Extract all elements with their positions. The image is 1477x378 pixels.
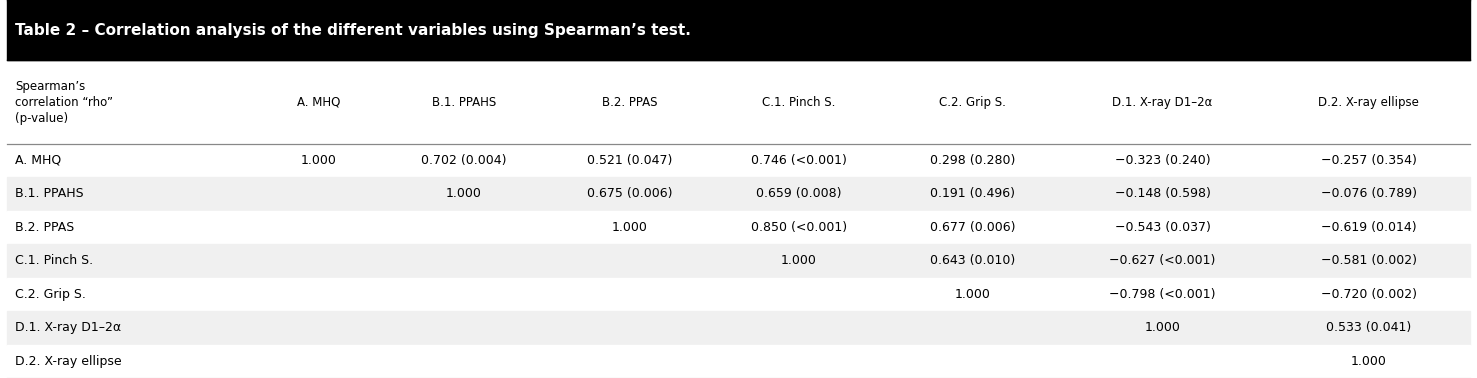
Text: −0.543 (0.037): −0.543 (0.037) <box>1115 221 1211 234</box>
Bar <box>7 277 1470 311</box>
Text: 1.000: 1.000 <box>954 288 991 301</box>
Bar <box>7 144 1470 177</box>
Text: B.2. PPAS: B.2. PPAS <box>601 96 657 108</box>
Text: −0.798 (<0.001): −0.798 (<0.001) <box>1109 288 1216 301</box>
Text: Spearman’s
correlation “rho”
(p-value): Spearman’s correlation “rho” (p-value) <box>15 79 112 125</box>
Text: C.1. Pinch S.: C.1. Pinch S. <box>762 96 836 108</box>
Bar <box>7 0 1470 60</box>
Bar <box>7 211 1470 244</box>
Text: Table 2 – Correlation analysis of the different variables using Spearman’s test.: Table 2 – Correlation analysis of the di… <box>15 23 691 38</box>
Text: C.1. Pinch S.: C.1. Pinch S. <box>15 254 93 267</box>
Text: D.2. X-ray ellipse: D.2. X-ray ellipse <box>1317 96 1419 108</box>
Text: 1.000: 1.000 <box>300 154 337 167</box>
Bar <box>7 60 1470 144</box>
Text: 1.000: 1.000 <box>1350 355 1387 368</box>
Text: 1.000: 1.000 <box>1145 321 1180 334</box>
Text: 1.000: 1.000 <box>611 221 647 234</box>
Text: −0.257 (0.354): −0.257 (0.354) <box>1320 154 1416 167</box>
Text: 0.675 (0.006): 0.675 (0.006) <box>586 187 672 200</box>
Text: D.2. X-ray ellipse: D.2. X-ray ellipse <box>15 355 121 368</box>
Text: 0.677 (0.006): 0.677 (0.006) <box>931 221 1016 234</box>
Text: 1.000: 1.000 <box>446 187 482 200</box>
Text: −0.619 (0.014): −0.619 (0.014) <box>1320 221 1416 234</box>
Text: C.2. Grip S.: C.2. Grip S. <box>939 96 1006 108</box>
Text: B.2. PPAS: B.2. PPAS <box>15 221 74 234</box>
Text: 0.521 (0.047): 0.521 (0.047) <box>586 154 672 167</box>
Text: 0.298 (0.280): 0.298 (0.280) <box>931 154 1016 167</box>
Text: 0.533 (0.041): 0.533 (0.041) <box>1326 321 1411 334</box>
Text: B.1. PPAHS: B.1. PPAHS <box>431 96 496 108</box>
Text: 1.000: 1.000 <box>781 254 817 267</box>
Text: −0.076 (0.789): −0.076 (0.789) <box>1320 187 1416 200</box>
Text: B.1. PPAHS: B.1. PPAHS <box>15 187 83 200</box>
Text: −0.148 (0.598): −0.148 (0.598) <box>1115 187 1211 200</box>
Text: A. MHQ: A. MHQ <box>297 96 340 108</box>
Text: −0.323 (0.240): −0.323 (0.240) <box>1115 154 1211 167</box>
Bar <box>7 177 1470 211</box>
Text: 0.746 (<0.001): 0.746 (<0.001) <box>752 154 846 167</box>
Text: 0.659 (0.008): 0.659 (0.008) <box>756 187 842 200</box>
Text: A. MHQ: A. MHQ <box>15 154 61 167</box>
Text: −0.627 (<0.001): −0.627 (<0.001) <box>1109 254 1216 267</box>
Bar <box>7 311 1470 344</box>
Text: D.1. X-ray D1–2α: D.1. X-ray D1–2α <box>1112 96 1213 108</box>
Text: 0.850 (<0.001): 0.850 (<0.001) <box>750 221 848 234</box>
Bar <box>7 344 1470 378</box>
Bar <box>7 244 1470 277</box>
Text: 0.191 (0.496): 0.191 (0.496) <box>931 187 1015 200</box>
Text: −0.581 (0.002): −0.581 (0.002) <box>1320 254 1416 267</box>
Text: C.2. Grip S.: C.2. Grip S. <box>15 288 86 301</box>
Text: 0.702 (0.004): 0.702 (0.004) <box>421 154 507 167</box>
Text: 0.643 (0.010): 0.643 (0.010) <box>931 254 1015 267</box>
Text: D.1. X-ray D1–2α: D.1. X-ray D1–2α <box>15 321 121 334</box>
Text: −0.720 (0.002): −0.720 (0.002) <box>1320 288 1416 301</box>
